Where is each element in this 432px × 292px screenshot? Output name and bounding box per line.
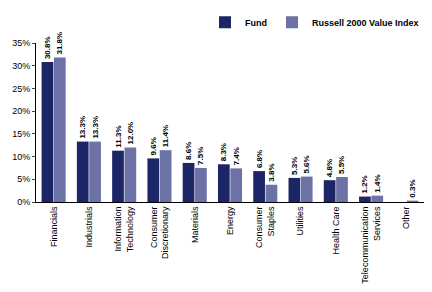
svg-text:5.3%: 5.3% bbox=[290, 157, 299, 175]
svg-text:15%: 15% bbox=[12, 129, 30, 139]
svg-text:3.8%: 3.8% bbox=[267, 164, 276, 182]
svg-text:InformationTechnology: InformationTechnology bbox=[113, 206, 135, 252]
svg-text:25%: 25% bbox=[12, 84, 30, 94]
svg-text:35%: 35% bbox=[12, 38, 30, 48]
svg-text:0%: 0% bbox=[17, 197, 30, 207]
svg-text:30.8%: 30.8% bbox=[43, 36, 52, 59]
svg-text:TelecommunicationServices: TelecommunicationServices bbox=[360, 206, 382, 284]
svg-text:Health Care: Health Care bbox=[331, 207, 341, 255]
svg-text:30%: 30% bbox=[12, 61, 30, 71]
svg-text:ConsumerStaples: ConsumerStaples bbox=[254, 206, 276, 248]
svg-text:12.0%: 12.0% bbox=[126, 122, 135, 145]
svg-text:5%: 5% bbox=[17, 174, 30, 184]
svg-text:4.8%: 4.8% bbox=[325, 159, 334, 177]
svg-text:8.6%: 8.6% bbox=[184, 142, 193, 160]
svg-text:Utilities: Utilities bbox=[295, 206, 305, 236]
svg-text:11.3%: 11.3% bbox=[114, 125, 123, 147]
svg-text:Other: Other bbox=[401, 207, 411, 230]
svg-text:20%: 20% bbox=[12, 106, 30, 116]
svg-text:1.4%: 1.4% bbox=[373, 174, 382, 192]
svg-text:Fund: Fund bbox=[245, 18, 267, 28]
svg-text:11.4%: 11.4% bbox=[161, 125, 170, 147]
svg-text:Materials: Materials bbox=[190, 206, 200, 243]
svg-text:9.6%: 9.6% bbox=[149, 137, 158, 155]
svg-text:7.5%: 7.5% bbox=[196, 147, 205, 165]
svg-text:5.5%: 5.5% bbox=[337, 156, 346, 174]
svg-text:Industrials: Industrials bbox=[84, 206, 94, 248]
svg-text:0.3%: 0.3% bbox=[408, 179, 417, 197]
svg-text:7.4%: 7.4% bbox=[232, 147, 241, 165]
svg-text:13.3%: 13.3% bbox=[91, 116, 100, 139]
svg-text:Financials: Financials bbox=[49, 206, 59, 247]
svg-text:Russell 2000 Value Index: Russell 2000 Value Index bbox=[312, 18, 419, 28]
svg-text:6.8%: 6.8% bbox=[255, 150, 264, 168]
svg-text:10%: 10% bbox=[12, 152, 30, 162]
svg-text:ConsumerDiscretionary: ConsumerDiscretionary bbox=[149, 206, 171, 259]
svg-text:13.3%: 13.3% bbox=[78, 116, 87, 139]
svg-text:Energy: Energy bbox=[225, 206, 235, 235]
svg-text:5.6%: 5.6% bbox=[302, 155, 311, 173]
svg-text:31.8%: 31.8% bbox=[55, 32, 64, 55]
svg-text:1.2%: 1.2% bbox=[360, 175, 369, 193]
svg-text:8.3%: 8.3% bbox=[219, 143, 228, 161]
